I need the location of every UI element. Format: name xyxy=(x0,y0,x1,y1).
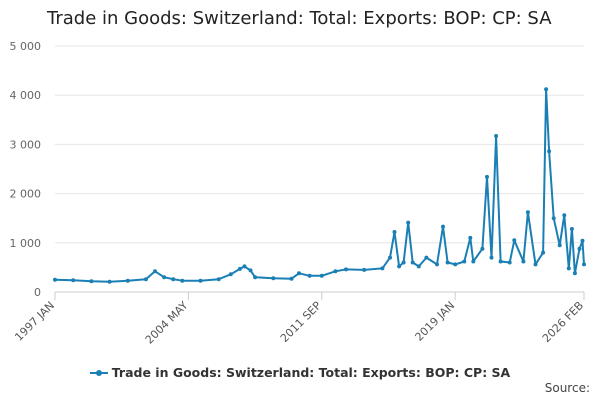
y-axis-ticks: 0 1 000 2 000 3 000 4 000 5 000 xyxy=(10,40,42,299)
data-point[interactable] xyxy=(380,266,385,271)
data-point[interactable] xyxy=(362,267,367,272)
data-point[interactable] xyxy=(424,255,429,260)
data-point[interactable] xyxy=(453,262,458,267)
y-tick-label: 0 xyxy=(34,286,41,299)
data-point[interactable] xyxy=(53,277,57,282)
data-point[interactable] xyxy=(410,260,415,265)
data-point[interactable] xyxy=(344,267,348,272)
data-point[interactable] xyxy=(551,216,556,221)
data-point[interactable] xyxy=(480,246,485,251)
data-point[interactable] xyxy=(485,174,489,179)
y-tick-label: 3 000 xyxy=(10,138,42,151)
series-line xyxy=(54,88,585,283)
legend-label: Trade in Goods: Switzerland: Total: Expo… xyxy=(111,365,511,380)
data-point[interactable] xyxy=(471,259,476,264)
data-point[interactable] xyxy=(180,278,185,283)
y-tick-label: 1 000 xyxy=(10,237,42,250)
data-point[interactable] xyxy=(525,210,530,215)
data-point[interactable] xyxy=(71,278,76,283)
data-point[interactable] xyxy=(237,266,242,271)
x-tick-label: 2019 JAN xyxy=(413,299,458,344)
data-point[interactable] xyxy=(401,260,406,265)
data-point[interactable] xyxy=(541,250,546,255)
data-point[interactable] xyxy=(406,220,411,225)
data-point[interactable] xyxy=(547,149,552,154)
chart-title: Trade in Goods: Switzerland: Total: Expo… xyxy=(47,8,552,29)
legend-swatch xyxy=(89,369,108,376)
x-tick-label: 1997 JAN xyxy=(12,299,57,344)
data-point[interactable] xyxy=(319,273,324,278)
data-point[interactable] xyxy=(521,259,526,264)
data-point[interactable] xyxy=(242,264,247,269)
x-tick-label: 2026 FEB xyxy=(540,299,586,345)
data-point[interactable] xyxy=(582,262,586,267)
data-point[interactable] xyxy=(557,243,562,248)
source-label: Source: xyxy=(544,381,590,395)
data-point[interactable] xyxy=(462,259,467,264)
data-point[interactable] xyxy=(388,255,392,260)
y-tick-label: 4 000 xyxy=(10,89,42,102)
data-point[interactable] xyxy=(153,269,157,274)
data-point[interactable] xyxy=(289,276,294,281)
y-tick-label: 5 000 xyxy=(10,40,42,53)
x-tick-label: 2004 MAY xyxy=(143,299,191,347)
data-point[interactable] xyxy=(498,259,503,264)
data-point[interactable] xyxy=(435,262,439,267)
gridlines xyxy=(55,45,584,244)
data-point[interactable] xyxy=(216,277,221,282)
data-point[interactable] xyxy=(562,213,567,218)
series-layer xyxy=(53,87,586,284)
data-point[interactable] xyxy=(580,238,585,243)
data-point[interactable] xyxy=(569,227,574,231)
data-point[interactable] xyxy=(253,275,258,280)
data-point[interactable] xyxy=(468,235,473,240)
data-point[interactable] xyxy=(533,262,538,267)
data-point[interactable] xyxy=(107,279,112,284)
data-point[interactable] xyxy=(566,266,571,271)
data-point[interactable] xyxy=(392,230,397,234)
data-point[interactable] xyxy=(333,269,338,274)
data-point[interactable] xyxy=(489,255,494,260)
data-point[interactable] xyxy=(507,260,512,265)
data-point[interactable] xyxy=(416,264,421,269)
data-point[interactable] xyxy=(162,275,167,280)
data-point[interactable] xyxy=(271,276,276,281)
data-point[interactable] xyxy=(577,246,582,251)
data-point[interactable] xyxy=(307,273,312,278)
data-point[interactable] xyxy=(441,224,445,229)
x-axis-ticks: 1997 JAN 2004 MAY 2011 SEP 2019 JAN 2026 FEB xyxy=(12,292,586,347)
data-point[interactable] xyxy=(89,279,94,284)
data-point[interactable] xyxy=(572,271,577,276)
y-tick-label: 2 000 xyxy=(10,188,42,201)
data-point[interactable] xyxy=(544,87,549,92)
data-point[interactable] xyxy=(171,277,176,282)
legend[interactable]: Trade in Goods: Switzerland: Total: Expo… xyxy=(0,364,600,380)
data-point[interactable] xyxy=(228,272,233,277)
data-point[interactable] xyxy=(494,134,499,138)
data-point[interactable] xyxy=(445,260,450,265)
x-tick-label: 2011 SEP xyxy=(278,299,324,345)
data-point[interactable] xyxy=(512,238,517,243)
data-point[interactable] xyxy=(297,271,301,276)
data-point[interactable] xyxy=(198,278,203,283)
data-point[interactable] xyxy=(143,277,148,282)
data-point[interactable] xyxy=(397,264,402,269)
data-point[interactable] xyxy=(248,268,253,273)
data-point[interactable] xyxy=(125,278,130,283)
